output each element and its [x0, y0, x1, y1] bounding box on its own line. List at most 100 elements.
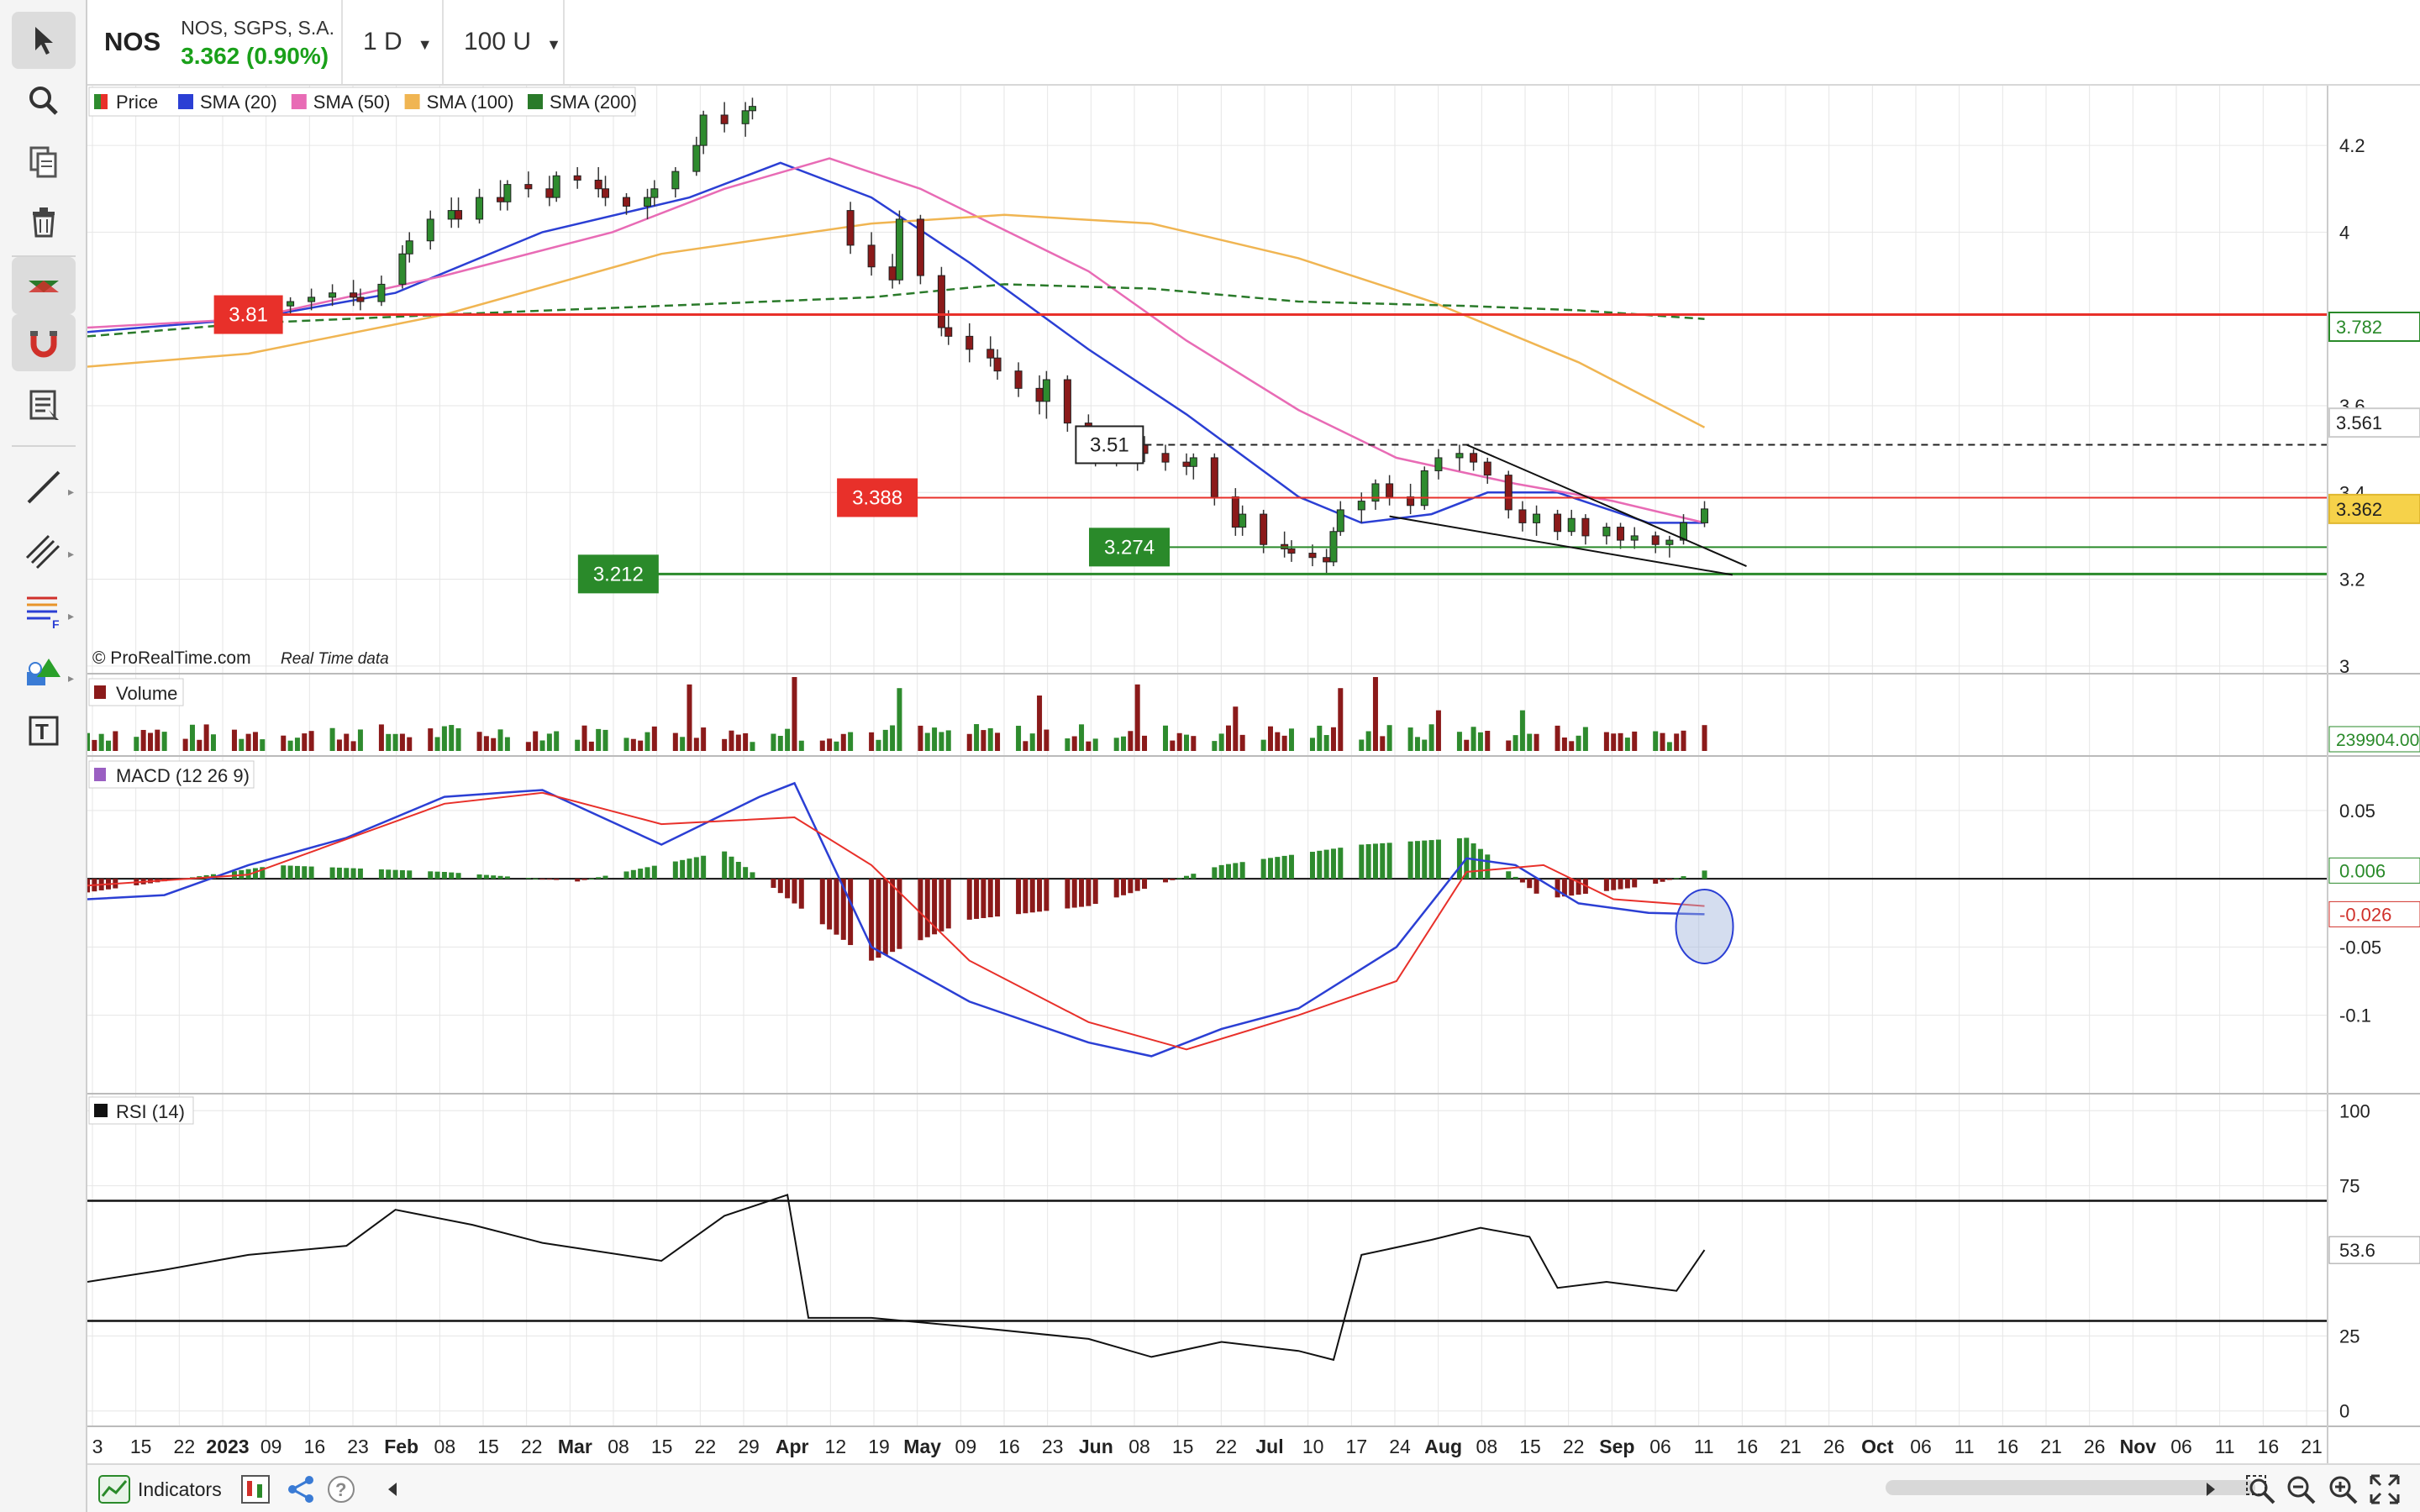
volume-bar	[1470, 727, 1476, 751]
volume-bar	[1624, 738, 1630, 751]
candle-body	[993, 357, 1002, 372]
macd-histogram-bar	[525, 878, 531, 879]
volume-bar	[939, 732, 944, 751]
channel-icon	[25, 534, 60, 570]
volume-bar	[386, 733, 392, 751]
volume-panel: Volume 239904.00	[87, 677, 2420, 753]
volume-bar	[819, 740, 825, 751]
macd-histogram-bar	[252, 868, 258, 879]
zoom-tool[interactable]	[12, 72, 76, 129]
volume-bar	[140, 729, 146, 751]
volume-bar	[1603, 732, 1609, 751]
volume-bar	[1239, 734, 1245, 751]
macd-histogram-bar	[596, 877, 602, 879]
date-tick-label: 11	[2215, 1436, 2235, 1457]
magnet-tool[interactable]	[12, 314, 76, 371]
macd-histogram-bar	[1128, 879, 1134, 894]
date-tick-label: 15	[1519, 1436, 1541, 1457]
macd-histogram-bar	[329, 867, 335, 879]
macd-histogram-bar	[722, 851, 728, 879]
legend-swatch	[94, 94, 101, 109]
legend-label: Price	[116, 92, 158, 113]
macd-histogram-bar	[399, 869, 405, 879]
indicator-overlay-tool[interactable]	[12, 257, 76, 314]
units-dropdown[interactable]: 100 U ▼	[444, 0, 565, 84]
candle-body	[720, 114, 729, 124]
level-label-text: 3.212	[593, 563, 644, 585]
macd-histogram-bar	[602, 875, 608, 879]
compare-button[interactable]	[239, 1472, 272, 1507]
macd-histogram-bar	[1506, 871, 1512, 879]
macd-histogram-bar	[1653, 879, 1659, 885]
candle-body	[1035, 387, 1044, 402]
candle-body	[888, 266, 897, 281]
date-tick-label: 16	[2258, 1436, 2280, 1457]
date-tick-label: 23	[1042, 1436, 1064, 1457]
candle-body	[623, 197, 631, 207]
share-button[interactable]	[284, 1472, 318, 1507]
price-tick-label: 4	[2339, 222, 2349, 243]
macd-histogram-bar	[1065, 879, 1071, 909]
text-tool[interactable]: T	[12, 702, 76, 759]
macd-histogram-bar	[987, 879, 993, 918]
zoom-in-button[interactable]	[2326, 1472, 2360, 1507]
macd-histogram-bar	[939, 879, 944, 932]
symbol-box[interactable]: NOS NOS, SGPS, S.A. 3.362 (0.90%)	[87, 0, 343, 84]
zoom-out-button[interactable]	[2284, 1472, 2317, 1507]
candle-body	[1533, 513, 1541, 523]
indicators-button[interactable]: Indicators	[97, 1472, 222, 1507]
volume-bar	[602, 729, 608, 751]
level-label-text: 3.81	[229, 304, 268, 327]
macd-histogram-bar	[1477, 848, 1483, 879]
volume-bar	[1561, 737, 1567, 751]
zoom-area-button[interactable]	[2244, 1472, 2277, 1507]
macd-histogram-bar	[1212, 867, 1218, 879]
date-tick-label: 16	[1997, 1436, 2019, 1457]
macd-annotation-ellipse	[1675, 889, 1734, 964]
macd-histogram-bar	[1317, 850, 1323, 879]
sma200-line	[87, 283, 1705, 338]
volume-bar	[932, 727, 938, 751]
macd-histogram-bar	[407, 870, 413, 879]
compare-icon	[241, 1475, 270, 1504]
date-tick-label: 22	[695, 1436, 717, 1457]
channel-tool[interactable]: ▸	[12, 521, 76, 578]
volume-bar	[239, 738, 245, 751]
date-tick-label: 26	[1823, 1436, 1845, 1457]
macd-line	[87, 781, 1705, 1058]
horizontal-scrollbar[interactable]	[1886, 1480, 2255, 1495]
macd-histogram-bar	[1260, 858, 1266, 879]
volume-bar	[1702, 725, 1707, 751]
line-tool[interactable]: ▸	[12, 459, 76, 516]
candle-body	[329, 292, 337, 298]
line-icon	[27, 470, 60, 504]
macd-histogram-bar	[1470, 843, 1476, 879]
macd-histogram-bar	[1674, 878, 1680, 879]
candle-body	[356, 297, 365, 302]
macd-histogram-bar	[336, 867, 342, 879]
scroll-right-button[interactable]	[2193, 1472, 2227, 1507]
volume-bar	[987, 727, 993, 751]
fibonacci-tool[interactable]: F ▸	[12, 583, 76, 640]
fullscreen-button[interactable]	[2368, 1472, 2402, 1507]
macd-histogram-bar	[1239, 862, 1245, 879]
date-tick-label: Jun	[1079, 1436, 1113, 1457]
delete-tool[interactable]	[12, 193, 76, 250]
help-button[interactable]: ?	[324, 1472, 358, 1507]
level-label-text: 3.51	[1090, 433, 1129, 456]
timeframe-dropdown[interactable]: 1 D ▼	[343, 0, 444, 84]
cursor-tool[interactable]	[12, 12, 76, 69]
macd-histogram-bar	[1632, 879, 1638, 888]
candle-body	[308, 297, 316, 302]
volume-bar	[890, 725, 896, 751]
volume-bar	[434, 737, 440, 751]
volume-bar	[1456, 732, 1462, 751]
scroll-left-button[interactable]	[376, 1472, 410, 1507]
macd-histogram-bar	[1023, 879, 1028, 914]
properties-tool[interactable]	[12, 376, 76, 433]
volume-bar	[1435, 710, 1441, 751]
shapes-tool[interactable]: ▸	[12, 645, 76, 702]
copy-tool[interactable]	[12, 133, 76, 190]
volume-bar	[287, 740, 293, 751]
